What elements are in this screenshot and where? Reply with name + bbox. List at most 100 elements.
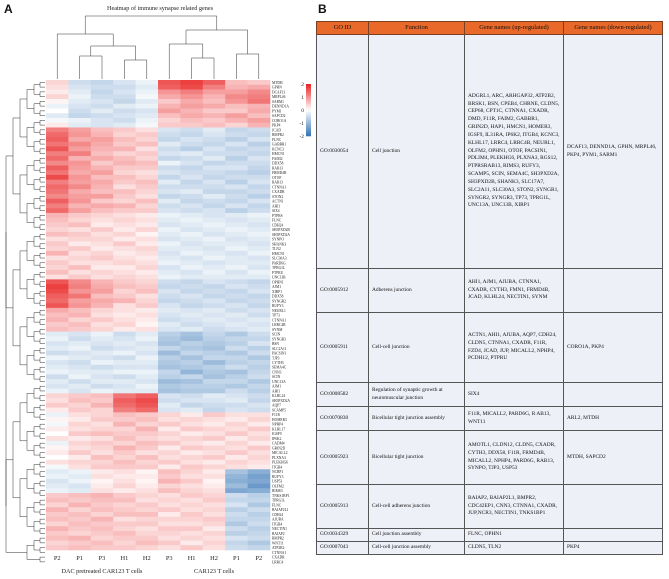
heatmap-cell: [113, 512, 136, 518]
row-label: MRPL46: [272, 95, 286, 99]
heatmap-title: Heatmap of immune synapse related genes: [107, 5, 214, 12]
up-genes-cell: CLDN5, TLN2: [464, 540, 564, 555]
heatmap-cell: [68, 436, 92, 442]
heatmap-cell: [247, 317, 271, 323]
row-label: SIX4: [272, 209, 280, 213]
heatmap-cell: [46, 540, 69, 546]
heatmap-cell: [225, 341, 248, 347]
heatmap-cell: [202, 398, 226, 404]
up-genes-cell: AMOTL1, CLDN12, CLDN5, CXADR, CYTH3, DDX…: [464, 430, 564, 485]
heatmap-cell: [247, 255, 271, 261]
legend-swatch: [306, 96, 311, 99]
heatmap-cell: [247, 483, 271, 489]
heatmap-cell: [180, 127, 204, 133]
heatmap-cell: [90, 151, 114, 157]
heatmap-cell: [158, 212, 181, 218]
row-label: CDH24: [272, 223, 283, 227]
heatmap-cell: [90, 203, 114, 209]
heatmap-cell: [135, 298, 159, 304]
heatmap-cell: [46, 151, 69, 157]
heatmap-cell: [180, 265, 204, 271]
heatmap-cell: [247, 312, 271, 318]
row-label: RUFY3: [272, 475, 284, 479]
heatmap-cell: [180, 540, 204, 546]
heatmap-cell: [135, 440, 159, 446]
heatmap-cell: [46, 464, 69, 470]
heatmap-cell: [180, 80, 204, 86]
heatmap-cell: [68, 98, 92, 105]
heatmap-cell: [247, 488, 271, 494]
up-genes-cell: ADGRL1, ARC, ARHGAP32, ATP2B2, BRSK1, BS…: [464, 34, 564, 269]
heatmap-cell: [202, 450, 226, 456]
heatmap-cell: [158, 246, 181, 252]
heatmap-cell: [135, 179, 159, 185]
heatmap-cell: [113, 545, 136, 551]
heatmap-cell: [225, 146, 248, 152]
legend-swatch: [306, 104, 311, 107]
heatmap-cell: [158, 293, 181, 299]
heatmap-cell: [180, 369, 204, 375]
heatmap-cell: [247, 497, 271, 503]
heatmap-cell: [90, 288, 114, 294]
row-label: SHANK3: [272, 242, 286, 246]
heatmap-cell: [225, 421, 248, 427]
heatmap-cell: [202, 512, 226, 518]
heatmap-cell: [46, 317, 69, 323]
header-down-genes: Gene names (down-regulated): [563, 21, 663, 35]
heatmap-cell: [46, 293, 69, 299]
heatmap-cell: [158, 113, 181, 119]
heatmap-cell: [180, 426, 204, 432]
heatmap-cell: [158, 526, 181, 532]
row-label: SAPCD2: [272, 114, 286, 118]
heatmap-cell: [202, 103, 226, 109]
heatmap-cell: [225, 516, 248, 522]
heatmap-cell: [158, 464, 181, 470]
heatmap-cell: [68, 393, 92, 399]
heatmap-cell: [68, 398, 92, 404]
heatmap-cell: [68, 317, 92, 323]
heatmap-cell: [113, 103, 136, 109]
group-label: CAR123 T cells: [194, 568, 235, 575]
heatmap-cell: [113, 426, 136, 432]
heatmap-cell: [225, 174, 248, 180]
row-label: OPHN1: [272, 280, 284, 284]
heatmap-cell: [68, 464, 92, 470]
heatmap-cell: [46, 398, 69, 404]
heatmap-cell: [90, 155, 114, 162]
heatmap-cell: [225, 203, 248, 209]
heatmap-cell: [202, 374, 226, 380]
heatmap-cell: [202, 84, 226, 90]
heatmap-cell: [135, 132, 159, 138]
heatmap-cell: [247, 231, 271, 237]
heatmap-cell: [113, 488, 136, 494]
heatmap-cell: [135, 151, 159, 157]
heatmap-cell: [158, 317, 181, 323]
heatmap-cell: [113, 369, 136, 375]
legend-swatch: [306, 88, 311, 91]
heatmap-cell: [46, 512, 69, 518]
heatmap-cell: [158, 488, 181, 494]
heatmap-cell: [135, 421, 159, 427]
heatmap-cell: [202, 298, 226, 304]
heatmap-cell: [158, 369, 181, 375]
heatmap-cell: [158, 374, 181, 380]
heatmap-cell: [225, 293, 248, 299]
heatmap-cell: [180, 383, 204, 389]
heatmap-cell: [180, 141, 204, 147]
heatmap-cell: [90, 350, 114, 356]
heatmap-cell: [90, 208, 114, 214]
heatmap-cell: [180, 208, 204, 214]
heatmap-cell: [158, 360, 181, 366]
heatmap-cell: [180, 179, 204, 185]
heatmap-cell: [135, 165, 159, 171]
heatmap-cell: [158, 535, 181, 541]
heatmap-cell: [46, 136, 69, 143]
heatmap-cell: [202, 284, 226, 290]
heatmap-cell: [46, 184, 69, 190]
legend-swatch: [306, 130, 311, 133]
heatmap-cell: [135, 483, 159, 489]
heatmap-cell: [46, 445, 69, 451]
heatmap-cell: [68, 136, 92, 143]
header-go-id: GO ID: [316, 21, 369, 35]
heatmap-cell: [46, 450, 69, 456]
